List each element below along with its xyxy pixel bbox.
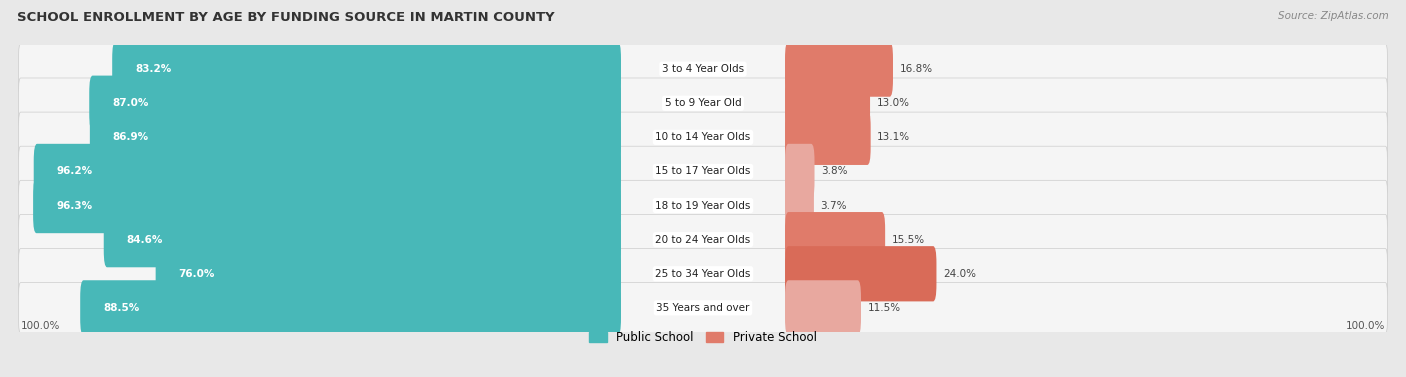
Text: 100.0%: 100.0% bbox=[1346, 321, 1385, 331]
Text: Source: ZipAtlas.com: Source: ZipAtlas.com bbox=[1278, 11, 1389, 21]
FancyBboxPatch shape bbox=[785, 76, 870, 131]
Text: 96.3%: 96.3% bbox=[56, 201, 93, 211]
Text: 83.2%: 83.2% bbox=[135, 64, 172, 74]
Text: 13.0%: 13.0% bbox=[876, 98, 910, 108]
Text: 15 to 17 Year Olds: 15 to 17 Year Olds bbox=[655, 166, 751, 176]
FancyBboxPatch shape bbox=[18, 78, 1388, 129]
Text: 96.2%: 96.2% bbox=[56, 166, 93, 176]
FancyBboxPatch shape bbox=[18, 146, 1388, 197]
FancyBboxPatch shape bbox=[18, 283, 1388, 333]
Text: 84.6%: 84.6% bbox=[127, 234, 163, 245]
FancyBboxPatch shape bbox=[34, 144, 621, 199]
FancyBboxPatch shape bbox=[18, 215, 1388, 265]
Text: 86.9%: 86.9% bbox=[112, 132, 149, 143]
Text: 11.5%: 11.5% bbox=[868, 303, 901, 313]
FancyBboxPatch shape bbox=[34, 178, 621, 233]
Text: SCHOOL ENROLLMENT BY AGE BY FUNDING SOURCE IN MARTIN COUNTY: SCHOOL ENROLLMENT BY AGE BY FUNDING SOUR… bbox=[17, 11, 554, 24]
Text: 10 to 14 Year Olds: 10 to 14 Year Olds bbox=[655, 132, 751, 143]
Text: 24.0%: 24.0% bbox=[943, 269, 976, 279]
Text: 5 to 9 Year Old: 5 to 9 Year Old bbox=[665, 98, 741, 108]
FancyBboxPatch shape bbox=[785, 41, 893, 97]
FancyBboxPatch shape bbox=[18, 44, 1388, 94]
FancyBboxPatch shape bbox=[80, 280, 621, 336]
Text: 3.7%: 3.7% bbox=[821, 201, 846, 211]
Text: 15.5%: 15.5% bbox=[891, 234, 925, 245]
Text: 3 to 4 Year Olds: 3 to 4 Year Olds bbox=[662, 64, 744, 74]
Text: 3.8%: 3.8% bbox=[821, 166, 848, 176]
Text: 88.5%: 88.5% bbox=[103, 303, 139, 313]
FancyBboxPatch shape bbox=[156, 246, 621, 301]
FancyBboxPatch shape bbox=[89, 76, 621, 131]
Text: 13.1%: 13.1% bbox=[877, 132, 910, 143]
Text: 100.0%: 100.0% bbox=[21, 321, 60, 331]
FancyBboxPatch shape bbox=[18, 180, 1388, 231]
Text: 20 to 24 Year Olds: 20 to 24 Year Olds bbox=[655, 234, 751, 245]
FancyBboxPatch shape bbox=[90, 110, 621, 165]
FancyBboxPatch shape bbox=[785, 246, 936, 301]
Text: 16.8%: 16.8% bbox=[900, 64, 932, 74]
FancyBboxPatch shape bbox=[785, 178, 814, 233]
FancyBboxPatch shape bbox=[18, 248, 1388, 299]
FancyBboxPatch shape bbox=[785, 144, 814, 199]
Text: 25 to 34 Year Olds: 25 to 34 Year Olds bbox=[655, 269, 751, 279]
Text: 87.0%: 87.0% bbox=[112, 98, 149, 108]
FancyBboxPatch shape bbox=[104, 212, 621, 267]
Legend: Public School, Private School: Public School, Private School bbox=[585, 326, 821, 349]
FancyBboxPatch shape bbox=[785, 280, 860, 336]
FancyBboxPatch shape bbox=[785, 110, 870, 165]
FancyBboxPatch shape bbox=[785, 212, 886, 267]
Text: 76.0%: 76.0% bbox=[179, 269, 215, 279]
FancyBboxPatch shape bbox=[112, 41, 621, 97]
Text: 18 to 19 Year Olds: 18 to 19 Year Olds bbox=[655, 201, 751, 211]
FancyBboxPatch shape bbox=[18, 112, 1388, 162]
Text: 35 Years and over: 35 Years and over bbox=[657, 303, 749, 313]
